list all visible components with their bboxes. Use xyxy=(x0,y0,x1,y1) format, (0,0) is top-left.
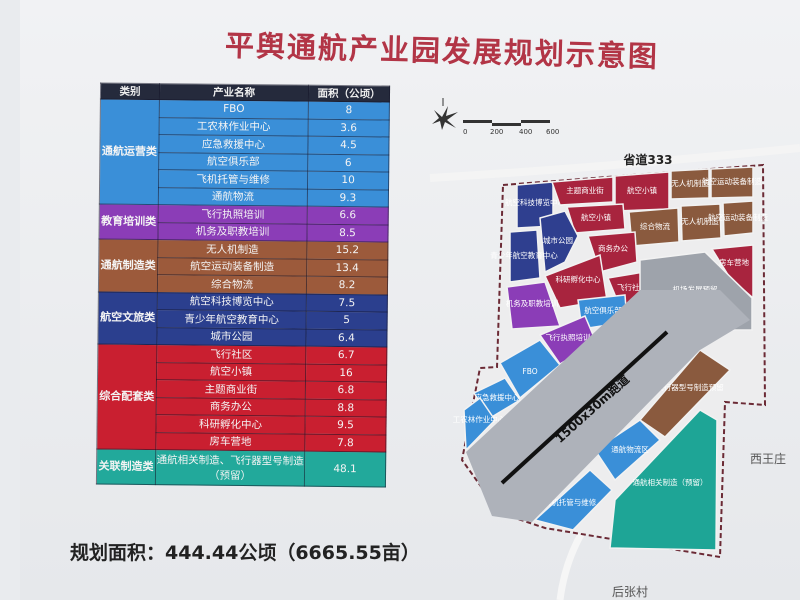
zone-park: 城市公园 xyxy=(539,210,579,274)
zone-label: 商务办公 xyxy=(598,243,628,253)
zone-logistics: 综合物流 xyxy=(628,207,680,247)
zone-label: 航空运动装备制造 xyxy=(702,176,762,186)
planned-area: 规划面积：444.44公顷（6665.55亩） xyxy=(70,542,420,564)
zone-shape xyxy=(710,166,754,199)
zone-label: 机场发展预留 xyxy=(673,284,718,294)
zone-youth: 青少年航空教育中心 xyxy=(490,229,558,283)
zone-agri: 工农林作业中心 xyxy=(453,396,506,452)
zone-label: 机务及职教培训 xyxy=(506,298,559,308)
zone-rv: 房车营地 xyxy=(710,244,754,300)
zone-label: 无人机制造 xyxy=(681,216,719,226)
zone-shape xyxy=(550,176,614,206)
scale-label: 400 xyxy=(519,128,532,136)
zone-label: 综合物流 xyxy=(640,221,670,231)
zone-shape xyxy=(722,200,754,237)
zone-label: 应急救援中心 xyxy=(475,392,520,402)
zone-label: 通航物流区 xyxy=(611,444,649,454)
zone-shape xyxy=(539,210,579,274)
zone-label: 航空小镇 xyxy=(581,212,611,222)
zone-uav1: 无人机制造 xyxy=(670,168,710,200)
zone-label: 飞机托管与维修 xyxy=(544,497,597,507)
zone-label: 飞行执照培训 xyxy=(546,332,591,342)
zone-hangar: 飞机托管与维修 xyxy=(533,468,614,531)
runway-line xyxy=(500,330,669,485)
provincial-road xyxy=(429,144,800,182)
zone-shape xyxy=(638,349,732,438)
scale-label: 600 xyxy=(546,128,559,136)
zone-label: 城市公园 xyxy=(543,235,573,245)
runway-area xyxy=(466,290,750,522)
place-houzhangcun: 后张村 xyxy=(612,585,648,599)
zone-sport2: 航空运动装备制造 xyxy=(708,200,768,237)
zone-aircraft-mfg: 飞行器型号制造预留 xyxy=(638,349,732,438)
zone-label: 无人机制造 xyxy=(671,178,709,188)
zone-shape xyxy=(670,168,710,200)
scale-label: 200 xyxy=(490,128,503,136)
zone-label: 通航相关制造（预留） xyxy=(633,477,708,487)
zone-label: 工农林作业中心 xyxy=(453,414,506,424)
zone-label: 航空小镇 xyxy=(627,185,657,195)
zone-uav2: 无人机制造 xyxy=(680,203,722,242)
zone-town2: 航空小镇 xyxy=(566,203,626,234)
zone-shape xyxy=(463,396,496,452)
scale-bar: 0 200 400 600 xyxy=(463,120,559,136)
zone-shape xyxy=(680,203,722,242)
scale-label: 0 xyxy=(463,128,467,136)
zone-shape xyxy=(609,409,718,551)
road-label: 省道333 xyxy=(622,152,672,167)
zone-shape xyxy=(710,244,754,300)
zone-label: 房车营地 xyxy=(719,257,749,267)
zone-street: 主题商业街 xyxy=(550,176,614,206)
zone-label: 飞行器型号制造预留 xyxy=(656,382,724,392)
zone-label: FBO xyxy=(522,367,537,376)
zone-label: 飞行社区 xyxy=(617,282,647,292)
zone-shape xyxy=(593,419,662,482)
place-xiwangzhuang: 西王庄 xyxy=(750,451,786,466)
zone-label: 科研孵化中心 xyxy=(556,274,601,284)
zone-label: 航空俱乐部 xyxy=(584,305,622,315)
zone-label: 航空科技博览中心 xyxy=(505,197,565,207)
zone-ga-logistics: 通航物流区 xyxy=(593,419,662,482)
zone-label: 青少年航空教育中心 xyxy=(490,250,558,260)
zone-related-mfg: 通航相关制造（预留） xyxy=(609,409,718,551)
zone-label: 航空运动装备制造 xyxy=(708,212,768,222)
zone-shape xyxy=(509,229,541,283)
zone-shape xyxy=(533,468,614,531)
compass-icon xyxy=(432,98,458,130)
zone-sport1: 航空运动装备制造 xyxy=(702,166,762,199)
zone-label: 主题商业街 xyxy=(566,185,604,195)
